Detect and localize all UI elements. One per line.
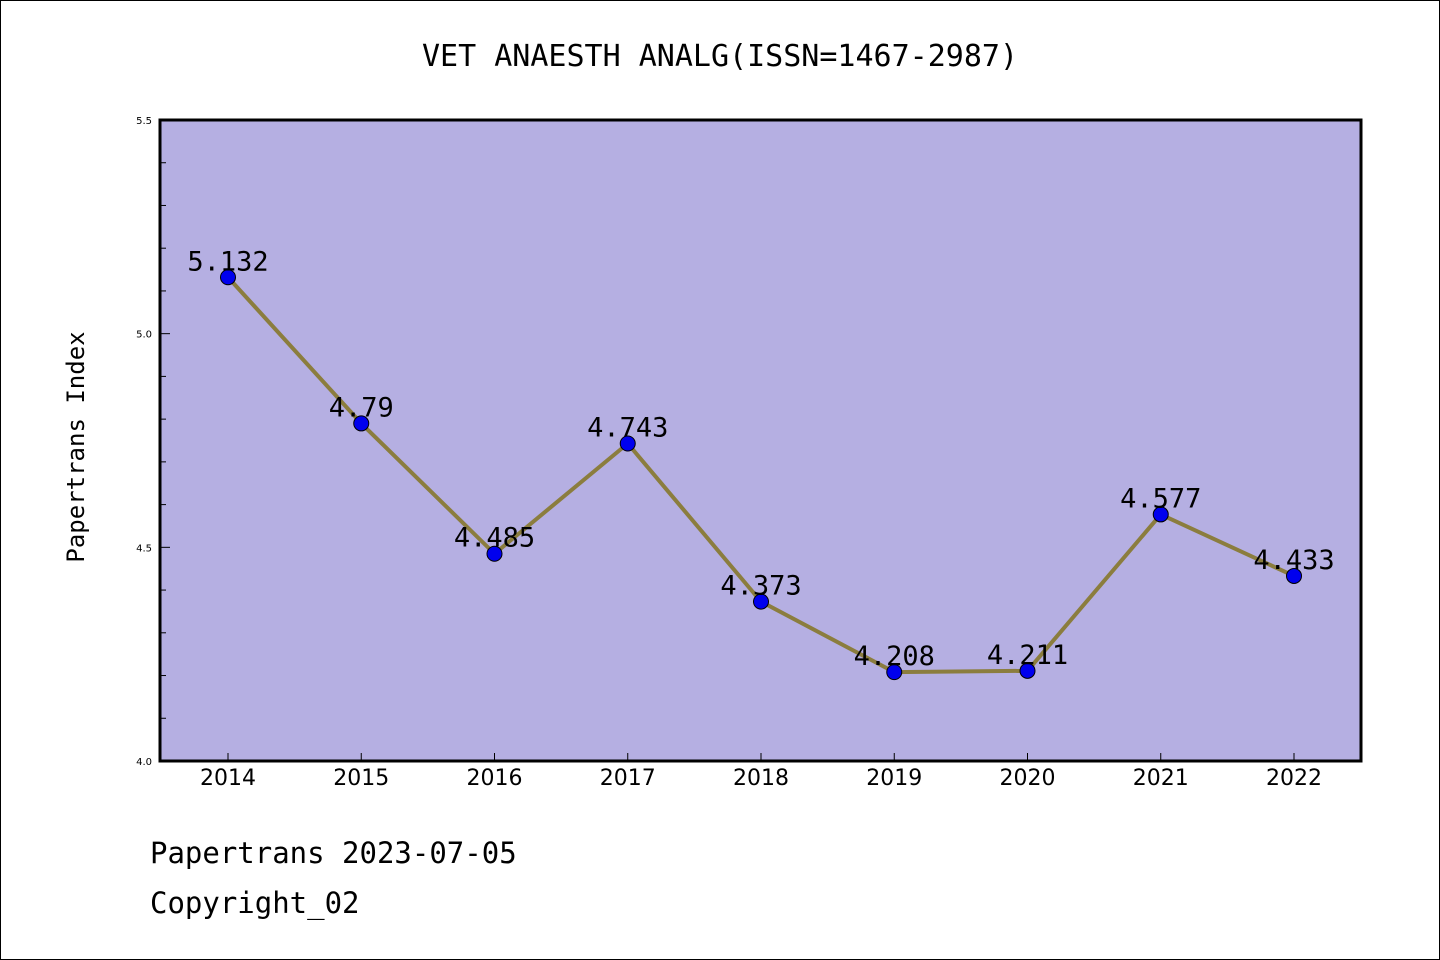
y-axis-label: Papertrans Index	[62, 331, 90, 562]
x-tick-label: 2021	[1133, 766, 1189, 791]
x-tick-label: 2016	[467, 766, 523, 791]
chart-title: VET ANAESTH ANALG(ISSN=1467-2987)	[422, 39, 1018, 74]
data-point	[1019, 662, 1036, 679]
y-tick-label: 5.5	[136, 116, 152, 127]
data-point	[1152, 506, 1169, 523]
data-label: 4.743	[587, 412, 668, 443]
data-point	[1286, 567, 1302, 584]
data-label: 5.132	[187, 246, 268, 277]
data-label: 4.208	[854, 641, 935, 672]
x-tick-label: 2014	[200, 766, 256, 791]
data-point	[353, 415, 370, 432]
data-point	[886, 664, 903, 681]
plot-area: 4.0 4.5 5.0 5.5 2014 2015 2016 2017 2018 2019 2020…	[136, 116, 1363, 791]
x-tick-label: 2018	[733, 766, 789, 791]
y-tick-label: 4.5	[136, 543, 152, 554]
x-tick-label: 2019	[866, 766, 922, 791]
data-point	[486, 545, 503, 562]
data-label: 4.433	[1253, 545, 1334, 576]
x-tick-label: 2015	[333, 766, 389, 791]
footer-date: Papertrans 2023-07-05	[150, 836, 517, 870]
plot-border	[158, 118, 1363, 763]
x-tick-label: 2022	[1266, 766, 1322, 791]
plot-background	[160, 120, 1361, 761]
data-label: 4.211	[987, 640, 1068, 671]
data-label: 4.79	[329, 392, 394, 423]
footer-copyright: Copyright_02	[150, 886, 360, 920]
y-tick-label: 5.0	[136, 330, 152, 341]
data-label: 4.485	[454, 523, 535, 554]
data-label: 4.577	[1120, 483, 1201, 514]
data-point	[220, 269, 236, 286]
data-point	[753, 593, 769, 610]
y-tick-label: 4.0	[136, 757, 152, 768]
x-tick-label: 2017	[600, 766, 656, 791]
x-tick-label: 2020	[1000, 766, 1056, 791]
data-point	[619, 435, 636, 452]
data-label: 4.373	[720, 571, 801, 602]
